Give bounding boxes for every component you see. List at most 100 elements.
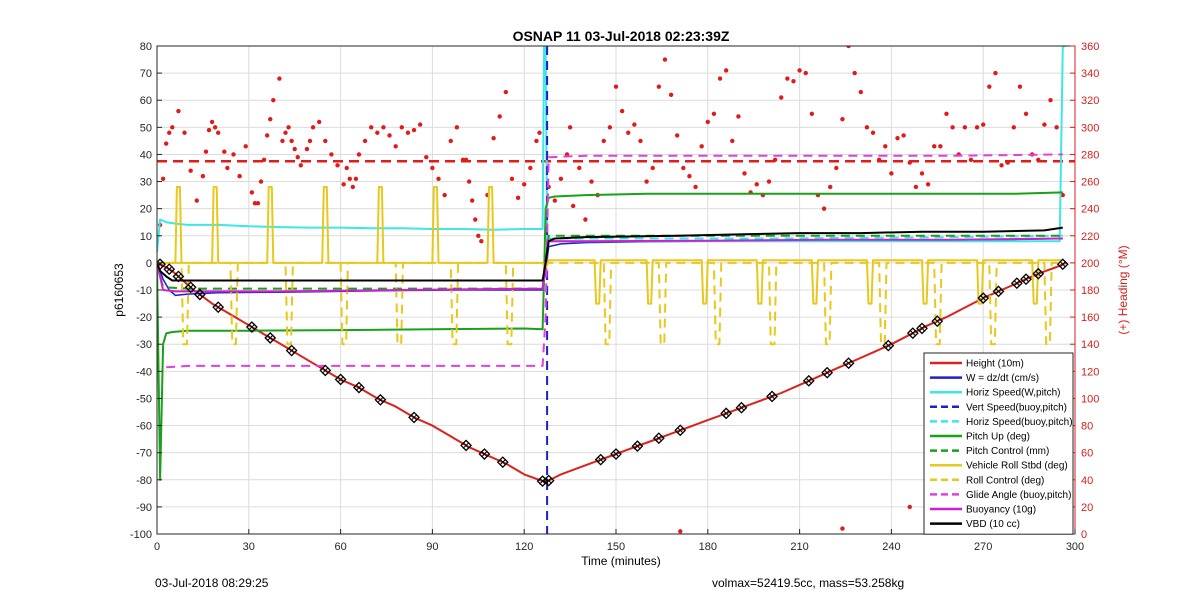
heading-point: [268, 117, 273, 122]
heading-point: [1048, 98, 1053, 103]
heading-point: [476, 233, 481, 238]
heading-point: [919, 171, 925, 176]
height-marker-cross: [995, 288, 1002, 295]
heading-point: [381, 125, 386, 130]
heading-point: [567, 125, 573, 130]
x-tick-label: 150: [607, 541, 625, 553]
series-line-11: [157, 226, 1063, 282]
footer-mass-info: volmax=52419.5cc, mass=53.258kg: [712, 576, 904, 590]
heading-point: [295, 154, 300, 160]
heading-point: [711, 111, 717, 116]
heading-point: [460, 157, 466, 163]
heading-point: [237, 173, 242, 179]
height-marker: [735, 401, 748, 414]
heading-point: [255, 201, 261, 206]
heading-point: [974, 125, 980, 130]
y2-tick-label: 0: [1081, 529, 1087, 541]
heading-point: [644, 179, 649, 184]
heading-point: [619, 108, 625, 114]
heading-point: [705, 119, 710, 125]
legend-label-3: Vert Speed(buoy,pitch): [966, 402, 1067, 413]
y-tick-label: -30: [136, 339, 152, 351]
height-marker: [977, 292, 990, 305]
footer-timestamp: 03-Jul-2018 08:29:25: [155, 576, 269, 590]
heading-point: [772, 157, 778, 163]
heading-point: [362, 138, 368, 144]
height-marker-cross: [612, 450, 620, 458]
heading-point: [632, 122, 637, 127]
heading-point: [907, 160, 912, 165]
height-marker: [842, 357, 855, 370]
height-marker: [157, 258, 166, 271]
x-tick-label: 0: [154, 541, 160, 553]
heading-point: [289, 138, 294, 144]
y2-tick-label: 320: [1081, 95, 1099, 107]
heading-point: [387, 133, 392, 138]
y-tick-label: -40: [136, 366, 152, 378]
heading-point: [895, 135, 900, 141]
heading-point: [638, 138, 643, 144]
heading-point: [188, 168, 193, 173]
heading-point: [864, 125, 870, 130]
heading-point: [182, 130, 187, 135]
heading-point: [785, 76, 790, 81]
height-marker-cross: [321, 367, 329, 374]
series-line-5: [157, 191, 1063, 481]
height-marker: [594, 453, 607, 466]
heading-point: [454, 125, 460, 130]
heading-point: [466, 179, 472, 184]
x-tick-label: 120: [515, 541, 533, 553]
height-marker-cross: [1013, 279, 1021, 287]
heading-point: [503, 89, 509, 95]
height-marker: [610, 448, 622, 460]
height-marker-cross: [266, 334, 274, 342]
height-marker-cross: [738, 404, 745, 412]
heading-point: [607, 125, 613, 130]
heading-point: [913, 184, 919, 190]
heading-point: [393, 144, 398, 149]
heading-point: [194, 198, 199, 203]
heading-point: [678, 529, 683, 534]
y-tick-label: -50: [136, 393, 152, 405]
heading-point: [225, 165, 230, 171]
legend-label-10: Buoyancy (10g): [966, 505, 1036, 516]
heading-point: [601, 138, 606, 144]
height-marker-cross: [355, 384, 363, 391]
y2-tick-label: 180: [1081, 285, 1099, 297]
height-marker-cross: [909, 329, 917, 337]
y2-tick-label: 240: [1081, 204, 1099, 216]
height-marker: [264, 331, 277, 344]
heading-point: [216, 130, 221, 135]
y-axis-label: p6160653: [112, 263, 126, 317]
heading-point: [252, 201, 258, 206]
height-marker: [1020, 273, 1032, 286]
height-marker-cross: [845, 359, 852, 367]
heading-point: [222, 149, 227, 154]
heading-point: [570, 203, 576, 209]
y2-tick-label: 80: [1081, 421, 1093, 433]
x-axis-label: Time (minutes): [581, 554, 661, 568]
heading-point: [552, 198, 557, 203]
heading-point: [742, 171, 747, 176]
heading-point: [411, 127, 417, 133]
heading-point: [981, 122, 986, 127]
height-marker: [374, 393, 387, 406]
heading-point: [558, 176, 564, 182]
legend-label-11: VBD (10 cc): [966, 519, 1020, 530]
x-tick-label: 180: [699, 541, 717, 553]
height-marker-cross: [410, 414, 418, 421]
heading-point: [206, 127, 212, 133]
x-tick-label: 210: [790, 541, 808, 553]
height-marker-cross: [1022, 275, 1030, 283]
heading-point: [283, 130, 288, 135]
heading-point: [662, 57, 668, 62]
heading-point: [436, 176, 441, 182]
heading-point: [668, 92, 674, 98]
height-marker: [821, 366, 834, 379]
height-marker-cross: [288, 347, 295, 354]
heading-point: [323, 138, 328, 144]
heading-point: [1011, 125, 1016, 130]
heading-point: [840, 117, 845, 122]
heading-point: [463, 157, 469, 163]
